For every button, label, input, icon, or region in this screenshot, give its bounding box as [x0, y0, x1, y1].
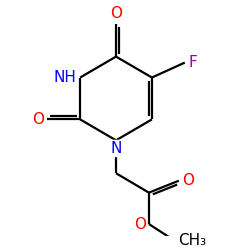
Text: F: F — [188, 55, 197, 70]
Text: O: O — [110, 6, 122, 21]
Text: O: O — [32, 112, 44, 127]
Text: NH: NH — [54, 70, 76, 85]
Text: O: O — [182, 173, 194, 188]
Text: N: N — [110, 141, 122, 156]
Text: CH₃: CH₃ — [178, 233, 206, 248]
Text: O: O — [134, 216, 146, 232]
